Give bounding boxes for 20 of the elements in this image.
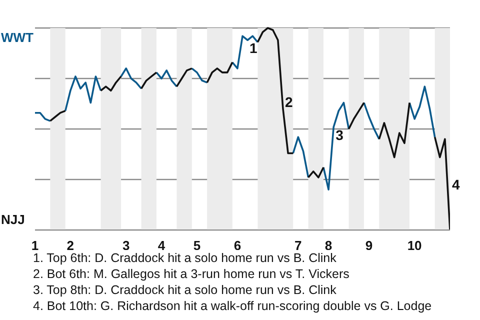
text: 4 bbox=[452, 176, 460, 193]
annotation: 2 bbox=[284, 94, 293, 110]
x-tick-label: 8 bbox=[324, 238, 332, 253]
text: 4. Bot 10th: G. Richardson hit a walk-off run-scoring double vs G. Lodge bbox=[33, 298, 433, 314]
text: NJJ bbox=[1, 212, 25, 227]
x-tick-label: 9 bbox=[365, 238, 373, 253]
x-tick-label: 4 bbox=[158, 238, 166, 253]
annotation: 1 bbox=[250, 40, 258, 56]
x-tick-label: 2 bbox=[66, 238, 74, 253]
text: WWT bbox=[1, 30, 34, 45]
x-tick-label: 5 bbox=[193, 238, 201, 253]
x-tick-label: 7 bbox=[294, 238, 302, 253]
x-tick-label: 10 bbox=[407, 238, 422, 253]
text: 2. Bot 6th: M. Gallegos hit a 3-run home run vs T. Vickers bbox=[33, 266, 350, 282]
text: 1. Top 6th: D. Craddock hit a solo home run vs B. Clink bbox=[33, 251, 336, 265]
text: 3. Top 8th: D. Craddock hit a solo home run vs B. Clink bbox=[33, 282, 338, 298]
x-tick-label: 1 bbox=[31, 238, 39, 253]
x-tick-label: 3 bbox=[122, 238, 130, 253]
annotation: 3 bbox=[336, 126, 344, 143]
x-tick-label: 6 bbox=[234, 238, 242, 253]
